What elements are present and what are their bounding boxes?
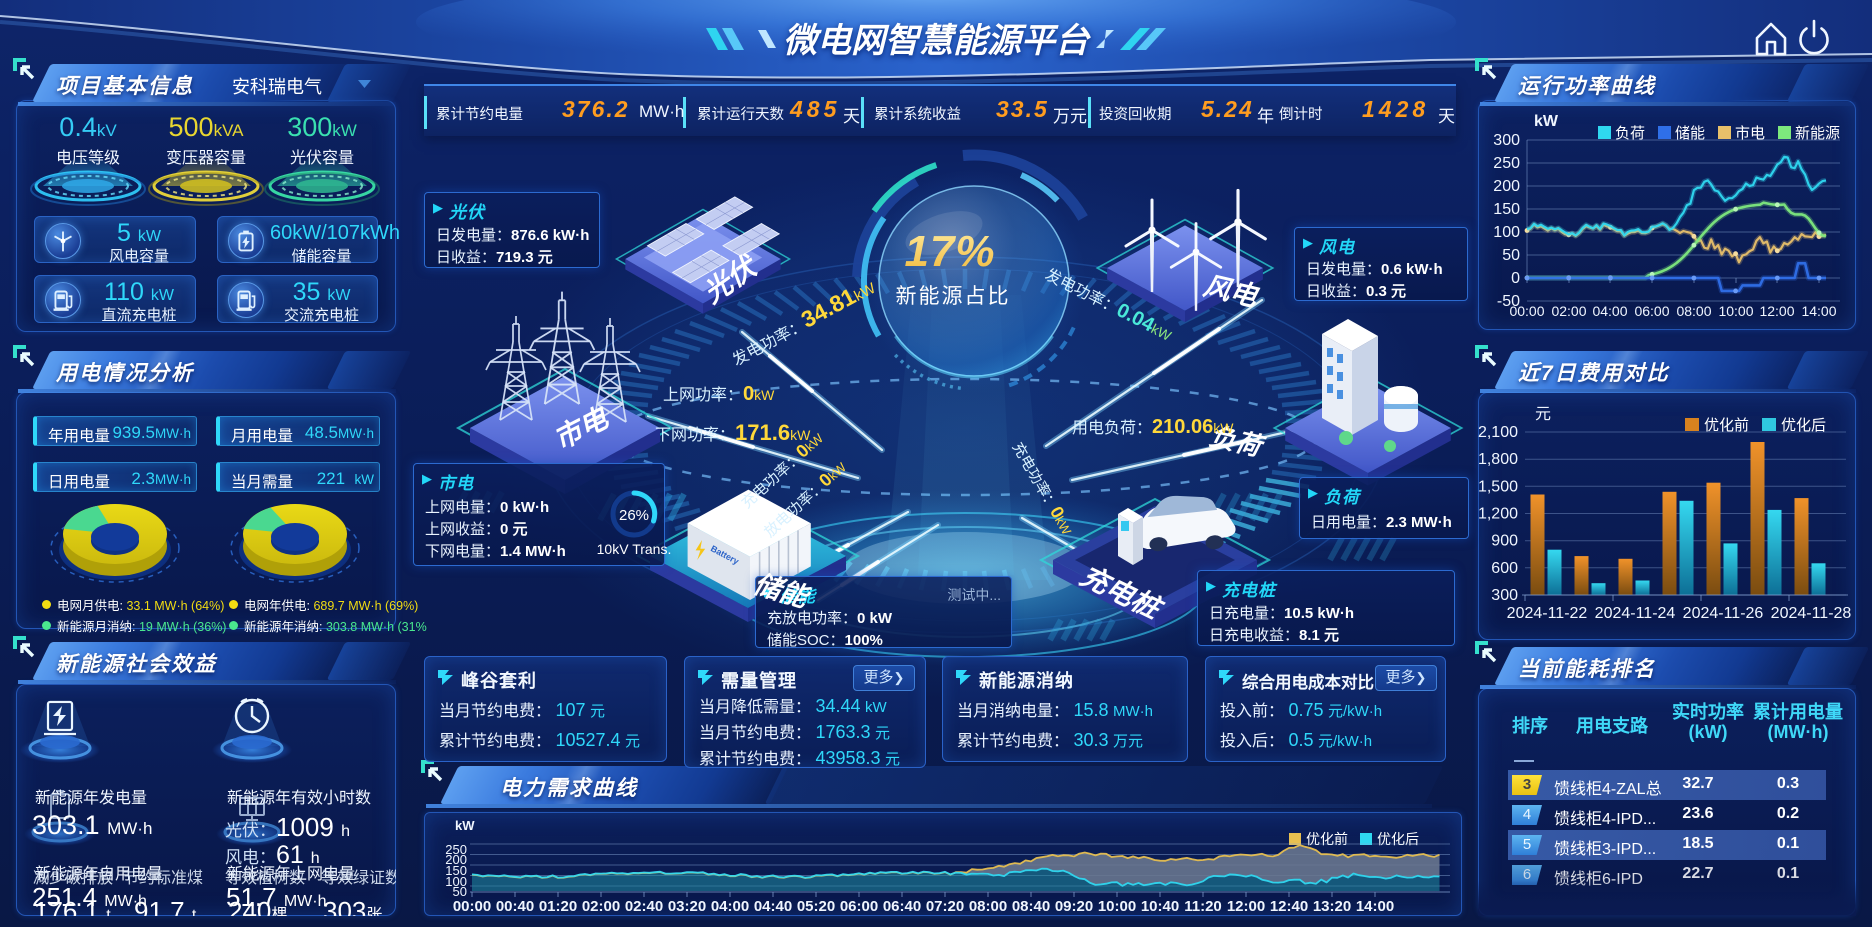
svg-text:08:00: 08:00 <box>1676 303 1711 319</box>
svg-text:0: 0 <box>1511 270 1520 287</box>
svg-text:02:00: 02:00 <box>582 898 620 915</box>
svg-text:-50: -50 <box>1497 293 1520 310</box>
svg-text:06:00: 06:00 <box>1634 303 1669 319</box>
svg-text:04:00: 04:00 <box>711 898 749 915</box>
svg-text:250: 250 <box>1493 155 1520 172</box>
svg-text:600: 600 <box>1491 560 1518 577</box>
svg-text:08:00: 08:00 <box>969 898 1007 915</box>
svg-text:1,800: 1,800 <box>1478 451 1518 468</box>
svg-text:储能: 储能 <box>1675 125 1705 142</box>
svg-text:250: 250 <box>445 842 467 857</box>
svg-text:负荷: 负荷 <box>1615 125 1645 142</box>
svg-text:150: 150 <box>445 863 467 878</box>
svg-text:06:40: 06:40 <box>883 898 921 915</box>
svg-text:2,100: 2,100 <box>1478 424 1518 441</box>
svg-text:00:00: 00:00 <box>453 898 491 915</box>
svg-text:200: 200 <box>445 852 467 867</box>
svg-text:12:40: 12:40 <box>1270 898 1308 915</box>
svg-text:微电网智慧能源平台: 微电网智慧能源平台 <box>783 22 1091 60</box>
svg-text:1,200: 1,200 <box>1478 506 1518 523</box>
svg-text:10:40: 10:40 <box>1141 898 1179 915</box>
svg-text:市电: 市电 <box>1735 125 1765 142</box>
svg-text:06:00: 06:00 <box>840 898 878 915</box>
svg-text:kW: kW <box>1534 113 1559 130</box>
svg-text:08:40: 08:40 <box>1012 898 1050 915</box>
svg-text:元: 元 <box>1535 406 1551 423</box>
svg-text:2024-11-22: 2024-11-22 <box>1507 605 1588 622</box>
svg-text:100: 100 <box>445 874 467 889</box>
svg-text:2024-11-24: 2024-11-24 <box>1595 605 1676 622</box>
svg-text:10:00: 10:00 <box>1718 303 1753 319</box>
svg-text:26%: 26% <box>619 507 649 524</box>
svg-text:02:00: 02:00 <box>1551 303 1586 319</box>
svg-text:03:20: 03:20 <box>668 898 706 915</box>
svg-text:2024-11-26: 2024-11-26 <box>1683 605 1764 622</box>
svg-text:kW: kW <box>455 818 475 833</box>
svg-text:14:00: 14:00 <box>1356 898 1394 915</box>
svg-text:12:00: 12:00 <box>1759 303 1794 319</box>
svg-text:17%: 17% <box>904 227 995 276</box>
svg-text:优化前: 优化前 <box>1704 417 1749 434</box>
svg-text:优化前: 优化前 <box>1306 831 1348 847</box>
svg-text:09:20: 09:20 <box>1055 898 1093 915</box>
svg-text:100: 100 <box>1493 224 1520 241</box>
svg-text:300: 300 <box>1491 587 1518 604</box>
svg-text:用电负荷：210.06kW: 用电负荷：210.06kW <box>1072 416 1234 438</box>
svg-text:04:00: 04:00 <box>1592 303 1627 319</box>
svg-text:新能源: 新能源 <box>1795 125 1840 142</box>
svg-text:14:00: 14:00 <box>1801 303 1836 319</box>
svg-text:1,500: 1,500 <box>1478 478 1518 495</box>
svg-text:2024-11-28: 2024-11-28 <box>1771 605 1852 622</box>
svg-text:200: 200 <box>1493 178 1520 195</box>
svg-text:优化后: 优化后 <box>1377 831 1419 847</box>
svg-text:01:20: 01:20 <box>539 898 577 915</box>
svg-text:13:20: 13:20 <box>1313 898 1351 915</box>
svg-text:300: 300 <box>1493 132 1520 149</box>
svg-text:00:40: 00:40 <box>496 898 534 915</box>
svg-text:11:20: 11:20 <box>1184 898 1222 915</box>
svg-text:00:00: 00:00 <box>1509 303 1544 319</box>
svg-text:12:00: 12:00 <box>1227 898 1265 915</box>
svg-text:04:40: 04:40 <box>754 898 792 915</box>
svg-text:优化后: 优化后 <box>1781 417 1826 434</box>
svg-text:50: 50 <box>453 884 467 899</box>
svg-text:05:20: 05:20 <box>797 898 835 915</box>
svg-text:07:20: 07:20 <box>926 898 964 915</box>
svg-text:900: 900 <box>1491 533 1518 550</box>
svg-text:上网功率：0kW: 上网功率：0kW <box>663 383 775 405</box>
svg-text:10kV Trans.: 10kV Trans. <box>597 541 672 557</box>
svg-text:50: 50 <box>1502 247 1520 264</box>
svg-text:10:00: 10:00 <box>1098 898 1136 915</box>
svg-text:02:40: 02:40 <box>625 898 663 915</box>
svg-text:新能源占比: 新能源占比 <box>896 285 1011 308</box>
svg-text:150: 150 <box>1493 201 1520 218</box>
